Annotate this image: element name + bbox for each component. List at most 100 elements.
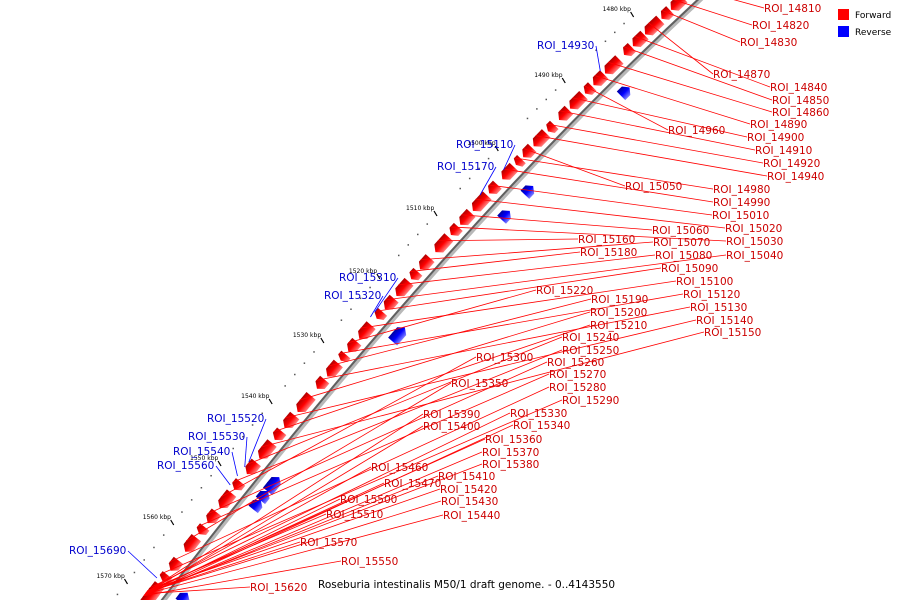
reverse-gene-label: ROI_15320 — [324, 290, 381, 302]
forward-gene — [644, 15, 665, 36]
forward-gene-label: ROI_15410 — [438, 471, 495, 483]
forward-leader-line — [384, 254, 727, 301]
forward-gene-arrow — [488, 180, 502, 195]
forward-gene-label: ROI_15280 — [549, 382, 606, 394]
minor-tick — [251, 424, 254, 426]
forward-leader-line — [328, 298, 592, 367]
reverse-leader-line — [244, 436, 248, 468]
forward-leader-line — [146, 413, 424, 593]
forward-gene — [218, 489, 237, 509]
minor-tick — [284, 385, 286, 387]
minor-tick — [614, 31, 616, 34]
tick-layer: 1480 kbp 1490 kbp 1500 kbp 1510 kbp 1520 kbp… — [96, 6, 635, 596]
forward-leader-line — [410, 251, 581, 272]
minor-tick — [162, 534, 165, 536]
forward-gene-arrow — [383, 294, 399, 310]
forward-leader-line — [145, 586, 251, 595]
forward-leader-line — [634, 35, 771, 88]
forward-leader-line — [503, 168, 714, 203]
forward-leader-line — [535, 135, 768, 177]
forward-gene — [546, 120, 559, 133]
forward-gene-arrow — [206, 508, 222, 524]
minor-tick — [303, 362, 306, 364]
forward-leader-line — [246, 336, 563, 465]
reverse-leader-line — [248, 418, 267, 463]
reverse-leader-line — [215, 465, 231, 486]
forward-leader-line — [143, 560, 342, 597]
forward-gene — [604, 55, 624, 75]
forward-gene-label: ROI_15350 — [451, 378, 508, 390]
forward-gene-label: ROI_15430 — [441, 496, 498, 508]
minor-tick — [181, 511, 183, 513]
forward-leader-line — [398, 254, 656, 286]
minor-tick — [554, 89, 557, 91]
minor-tick — [350, 308, 352, 310]
forward-gene-label: ROI_14890 — [750, 119, 807, 131]
forward-gene-label: ROI_15420 — [440, 484, 497, 496]
minor-tick — [200, 487, 203, 489]
minor-tick — [340, 319, 343, 321]
forward-gene-label: ROI_15200 — [590, 307, 647, 319]
forward-leader-line — [145, 425, 424, 595]
minor-tick — [242, 435, 244, 438]
minor-tick — [417, 233, 419, 236]
tick-label: 1550 kbp — [190, 455, 218, 462]
forward-gene-arrow — [546, 120, 559, 133]
forward-leader-line — [546, 123, 764, 164]
forward-gene — [183, 533, 202, 552]
forward-gene-arrow — [459, 208, 476, 226]
forward-leader-line — [360, 280, 677, 329]
forward-gene-label: ROI_14830 — [740, 37, 797, 49]
forward-gene — [558, 105, 574, 121]
forward-gene-arrow — [283, 411, 300, 428]
forward-gene-label: ROI_15190 — [591, 294, 648, 306]
forward-gene-label: ROI_15130 — [690, 302, 747, 314]
forward-gene-arrow — [670, 0, 688, 11]
minor-tick — [623, 22, 625, 25]
forward-gene-label: ROI_15360 — [485, 434, 542, 446]
reverse-gene — [255, 491, 270, 505]
reverse-gene-label: ROI_15540 — [173, 446, 230, 458]
reverse-gene-label: ROI_15690 — [69, 545, 126, 557]
forward-leader-line — [475, 198, 726, 229]
minor-tick — [210, 474, 212, 477]
forward-gene-label: ROI_15080 — [655, 250, 712, 262]
reverse-gene-arrow — [616, 86, 631, 101]
forward-leader-line — [572, 97, 748, 138]
forward-gene-arrow — [434, 233, 454, 253]
forward-gene-label: ROI_15210 — [590, 320, 647, 332]
minor-tick — [478, 167, 480, 170]
tick-mark — [217, 460, 222, 467]
reverse-gene — [497, 210, 511, 224]
gene-label-layer: ROI_14810ROI_14820ROI_14830ROI_14870ROI_… — [69, 3, 829, 594]
forward-gene-label: ROI_14860 — [772, 107, 829, 119]
forward-gene-label: ROI_15470 — [384, 478, 441, 490]
minor-tick — [143, 559, 145, 561]
forward-gene-label: ROI_15060 — [652, 225, 709, 237]
tick-label: 1500 kbp — [467, 140, 495, 147]
tick-label: 1490 kbp — [534, 72, 562, 79]
forward-leader-line — [185, 382, 452, 542]
tick-label: 1510 kbp — [406, 205, 434, 212]
reverse-gene-label: ROI_15520 — [207, 413, 264, 425]
forward-gene-arrow — [623, 42, 637, 57]
forward-leader-line — [347, 289, 537, 344]
forward-gene — [395, 277, 414, 297]
forward-gene-arrow — [604, 55, 624, 75]
reverse-gene-arrow — [262, 482, 277, 496]
forward-gene-label: ROI_15380 — [482, 459, 539, 471]
reverse-gene-arrow — [520, 185, 535, 199]
forward-gene-arrow — [644, 15, 665, 36]
forward-leader-line — [420, 241, 654, 261]
forward-gene-label: ROI_15620 — [250, 582, 307, 594]
reverse-leader-line — [479, 166, 497, 196]
forward-leader-line — [146, 500, 442, 593]
reverse-gene-arrow — [388, 332, 402, 346]
tick-label: 1560 kbp — [143, 514, 171, 521]
minor-tick — [595, 49, 597, 52]
forward-gene — [623, 42, 637, 57]
forward-leader-line — [733, 0, 765, 9]
minor-tick — [526, 117, 529, 120]
minor-tick — [133, 571, 136, 574]
forward-leader-line — [461, 214, 653, 231]
